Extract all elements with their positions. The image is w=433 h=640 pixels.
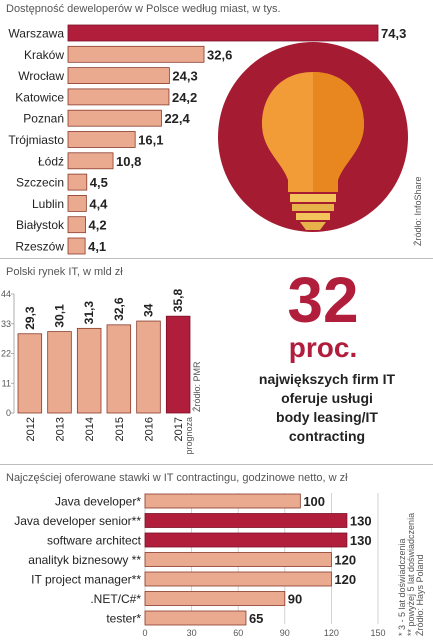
city-value-label: 10,8 [116,154,141,169]
role-label: software architect [47,534,142,548]
city-value-label: 4,5 [90,175,108,190]
city-label: Wrocław [18,69,64,83]
callout-description: największych firm IT oferuje usługi body… [232,370,422,446]
callout-line: oferuje usługi [281,390,373,406]
city-label: Rzeszów [15,240,64,254]
rate-bar [144,493,301,509]
section-divider [0,464,433,465]
city-bar [67,67,170,84]
city-value-label: 24,2 [172,90,197,105]
x-tick-label: 0 [142,628,147,638]
market-value-label: 32,6 [112,297,126,321]
rate-bar [144,591,286,606]
market-bar [47,331,72,414]
city-bar [67,152,114,170]
rate-bar [144,571,332,587]
rate-value-label: 90 [288,592,302,607]
market-bar [136,320,161,414]
city-label: Poznań [23,112,64,126]
city-value-label: 4,1 [88,239,106,254]
city-label: Katowice [15,90,64,104]
city-bar [67,45,205,63]
city-bar [67,194,87,212]
y-tick-label: 33 [1,319,11,329]
market-value-label: 29,3 [23,306,37,330]
rate-value-label: 65 [249,611,263,626]
year-label: 2012 [25,417,37,441]
city-label: Lublin [32,197,64,211]
light-bulb-icon [262,72,364,230]
y-tick-label: 22 [1,349,11,359]
rate-bar [144,552,332,567]
rate-value-label: 120 [334,572,356,587]
x-tick-label: 120 [324,628,339,638]
city-value-label: 74,3 [381,26,406,41]
city-bar [67,131,136,148]
chart-title-cities: Dostępność deweloperów w Polsce według m… [6,3,281,15]
callout-unit: proc. [288,332,358,363]
city-label: Białystok [16,218,65,232]
market-value-label: 34 [142,303,156,317]
market-value-label: 31,3 [82,301,96,325]
x-tick-label: 150 [370,628,385,638]
year-label: 2016 [144,417,156,441]
y-tick-label: 11 [2,378,11,388]
city-bar [67,88,170,106]
role-label: analityk biznesowy ** [28,553,141,567]
rate-value-label: 100 [303,494,325,509]
city-bar [67,109,162,127]
market-bar [106,324,132,414]
year-label: 2015 [114,417,126,441]
city-bar [67,237,86,255]
city-label: Warszawa [8,27,64,41]
rate-bar [144,532,348,548]
role-label: IT project manager** [31,573,141,587]
rate-value-label: 130 [350,514,372,529]
year-label: 2017 [173,417,185,441]
city-value-label: 16,1 [138,133,163,148]
city-value-label: 24,3 [172,69,197,84]
market-bar [17,333,43,414]
chart-title-it-market: Polski rynek IT, w mld zł [6,266,123,278]
city-label: Łódź [38,154,64,168]
y-tick-label: 0 [6,408,11,418]
city-bar [67,173,88,191]
callout-line: największych firm IT [258,371,396,387]
role-label: tester* [106,612,141,626]
callout-number: 32 [287,264,359,336]
chart-title-rates: Najczęściej oferowane stawki w IT contra… [6,472,348,484]
rate-value-label: 130 [350,533,372,548]
market-value-label: 30,1 [53,304,67,328]
city-bar [67,216,86,234]
city-value-label: 32,6 [207,47,232,62]
x-tick-label: 60 [233,628,243,638]
y-tick-label: 44 [1,289,11,299]
city-value-label: 4,2 [89,218,107,233]
year-label: 2014 [84,417,96,441]
city-value-label: 4,4 [89,196,108,211]
rate-bar [144,513,348,528]
city-label: Trójmiasto [8,133,64,147]
callout-line: contracting [288,428,366,444]
market-bar [165,315,191,414]
role-label: Java developer* [55,495,141,509]
section-divider [0,258,433,259]
market-value-label: 35,8 [171,288,185,312]
rate-value-label: 120 [334,553,356,568]
city-label: Kraków [24,48,64,62]
rate-bar [144,610,247,626]
city-bar [67,24,379,42]
forecast-note: prognoza [184,417,194,455]
city-label: Szczecin [16,176,64,190]
market-bar [76,327,102,414]
year-label: 2013 [55,417,67,441]
city-value-label: 22,4 [164,111,190,126]
x-tick-label: 90 [280,628,290,638]
role-label: Java developer senior** [14,514,141,528]
role-label: .NET/C#* [90,592,141,606]
callout-line: body leasing/IT [276,409,378,425]
x-tick-label: 30 [187,628,197,638]
